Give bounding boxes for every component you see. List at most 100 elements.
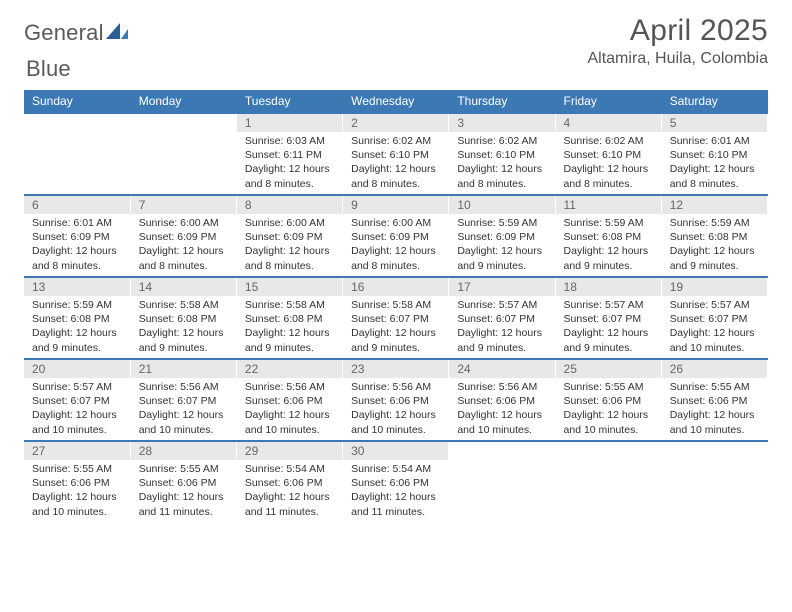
day-number: 21 (131, 360, 236, 378)
day-number (449, 442, 554, 460)
day-number: 14 (131, 278, 236, 296)
day-content-cell: Sunrise: 5:57 AMSunset: 6:07 PMDaylight:… (661, 296, 767, 359)
day-content: Sunrise: 5:59 AMSunset: 6:08 PMDaylight:… (24, 296, 130, 358)
day-content: Sunrise: 6:00 AMSunset: 6:09 PMDaylight:… (343, 214, 448, 276)
sunrise-text: Sunrise: 5:55 AM (670, 380, 759, 394)
day-number-cell: 2 (343, 113, 449, 132)
sunrise-text: Sunrise: 5:59 AM (670, 216, 759, 230)
sunrise-text: Sunrise: 5:56 AM (351, 380, 440, 394)
day-content-cell: Sunrise: 5:59 AMSunset: 6:08 PMDaylight:… (661, 214, 767, 277)
day-content: Sunrise: 6:02 AMSunset: 6:10 PMDaylight:… (449, 132, 554, 194)
sunrise-text: Sunrise: 5:58 AM (351, 298, 440, 312)
day-number: 24 (449, 360, 554, 378)
sunset-text: Sunset: 6:06 PM (564, 394, 653, 408)
sunset-text: Sunset: 6:10 PM (351, 148, 440, 162)
day-number: 5 (662, 114, 767, 132)
day-content: Sunrise: 6:01 AMSunset: 6:09 PMDaylight:… (24, 214, 130, 276)
day-header: Saturday (661, 90, 767, 113)
sunset-text: Sunset: 6:08 PM (245, 312, 334, 326)
daylight-text: Daylight: 12 hours and 9 minutes. (564, 326, 653, 354)
daylight-text: Daylight: 12 hours and 9 minutes. (351, 326, 440, 354)
sunset-text: Sunset: 6:06 PM (245, 394, 334, 408)
day-content: Sunrise: 5:56 AMSunset: 6:06 PMDaylight:… (449, 378, 554, 440)
day-number-cell: 20 (24, 359, 130, 378)
sunset-text: Sunset: 6:09 PM (245, 230, 334, 244)
day-content-cell: Sunrise: 5:56 AMSunset: 6:06 PMDaylight:… (236, 378, 342, 441)
day-number: 7 (131, 196, 236, 214)
day-number: 10 (449, 196, 554, 214)
sunset-text: Sunset: 6:06 PM (245, 476, 334, 490)
sunset-text: Sunset: 6:07 PM (32, 394, 122, 408)
daylight-text: Daylight: 12 hours and 8 minutes. (32, 244, 122, 272)
day-number (131, 114, 236, 132)
day-number-cell: 19 (661, 277, 767, 296)
day-content-cell: Sunrise: 5:56 AMSunset: 6:07 PMDaylight:… (130, 378, 236, 441)
day-content: Sunrise: 5:58 AMSunset: 6:08 PMDaylight:… (131, 296, 236, 358)
day-content-cell: Sunrise: 5:56 AMSunset: 6:06 PMDaylight:… (449, 378, 555, 441)
daylight-text: Daylight: 12 hours and 9 minutes. (670, 244, 759, 272)
day-content-cell: Sunrise: 6:00 AMSunset: 6:09 PMDaylight:… (130, 214, 236, 277)
day-content: Sunrise: 5:59 AMSunset: 6:09 PMDaylight:… (449, 214, 554, 276)
day-number-cell (661, 441, 767, 460)
sunset-text: Sunset: 6:09 PM (351, 230, 440, 244)
day-number: 11 (556, 196, 661, 214)
day-number: 8 (237, 196, 342, 214)
sunrise-text: Sunrise: 5:59 AM (32, 298, 122, 312)
day-number-cell: 9 (343, 195, 449, 214)
day-number-cell: 23 (343, 359, 449, 378)
daylight-text: Daylight: 12 hours and 9 minutes. (32, 326, 122, 354)
title-block: April 2025 Altamira, Huila, Colombia (587, 14, 768, 68)
day-content: Sunrise: 6:00 AMSunset: 6:09 PMDaylight:… (131, 214, 236, 276)
day-number: 3 (449, 114, 554, 132)
sunrise-text: Sunrise: 5:54 AM (351, 462, 440, 476)
daylight-text: Daylight: 12 hours and 10 minutes. (32, 490, 122, 518)
day-header: Tuesday (236, 90, 342, 113)
daylight-text: Daylight: 12 hours and 10 minutes. (457, 408, 546, 436)
sunset-text: Sunset: 6:07 PM (139, 394, 228, 408)
day-content-cell: Sunrise: 5:58 AMSunset: 6:07 PMDaylight:… (343, 296, 449, 359)
calendar-week-numbers: 27282930 (24, 441, 768, 460)
day-content: Sunrise: 5:55 AMSunset: 6:06 PMDaylight:… (662, 378, 767, 440)
daylight-text: Daylight: 12 hours and 10 minutes. (139, 408, 228, 436)
sunset-text: Sunset: 6:09 PM (139, 230, 228, 244)
brand-logo: General (24, 20, 129, 46)
day-content (662, 460, 767, 522)
daylight-text: Daylight: 12 hours and 10 minutes. (351, 408, 440, 436)
day-number: 27 (24, 442, 130, 460)
day-number: 25 (556, 360, 661, 378)
sunset-text: Sunset: 6:06 PM (32, 476, 122, 490)
sunset-text: Sunset: 6:07 PM (457, 312, 546, 326)
day-content (449, 460, 554, 522)
day-number-cell: 11 (555, 195, 661, 214)
day-header: Wednesday (343, 90, 449, 113)
day-content: Sunrise: 5:57 AMSunset: 6:07 PMDaylight:… (662, 296, 767, 358)
day-content: Sunrise: 5:58 AMSunset: 6:07 PMDaylight:… (343, 296, 448, 358)
sunset-text: Sunset: 6:09 PM (457, 230, 546, 244)
daylight-text: Daylight: 12 hours and 8 minutes. (351, 162, 440, 190)
day-content: Sunrise: 5:55 AMSunset: 6:06 PMDaylight:… (24, 460, 130, 522)
sunrise-text: Sunrise: 5:58 AM (139, 298, 228, 312)
day-content: Sunrise: 5:58 AMSunset: 6:08 PMDaylight:… (237, 296, 342, 358)
day-number-cell (24, 113, 130, 132)
day-content-cell: Sunrise: 5:59 AMSunset: 6:09 PMDaylight:… (449, 214, 555, 277)
day-content-cell: Sunrise: 5:54 AMSunset: 6:06 PMDaylight:… (236, 460, 342, 522)
sunrise-text: Sunrise: 5:56 AM (139, 380, 228, 394)
sunset-text: Sunset: 6:06 PM (457, 394, 546, 408)
day-number-cell: 12 (661, 195, 767, 214)
day-number-cell: 14 (130, 277, 236, 296)
day-number: 26 (662, 360, 767, 378)
sunset-text: Sunset: 6:08 PM (139, 312, 228, 326)
day-number-cell: 1 (236, 113, 342, 132)
day-number-cell: 16 (343, 277, 449, 296)
day-content: Sunrise: 5:59 AMSunset: 6:08 PMDaylight:… (662, 214, 767, 276)
sunset-text: Sunset: 6:11 PM (245, 148, 334, 162)
day-number: 18 (556, 278, 661, 296)
day-number (556, 442, 661, 460)
day-content-cell: Sunrise: 5:58 AMSunset: 6:08 PMDaylight:… (130, 296, 236, 359)
day-number-cell: 15 (236, 277, 342, 296)
daylight-text: Daylight: 12 hours and 8 minutes. (564, 162, 653, 190)
day-content-cell: Sunrise: 5:56 AMSunset: 6:06 PMDaylight:… (343, 378, 449, 441)
sunset-text: Sunset: 6:09 PM (32, 230, 122, 244)
day-content: Sunrise: 6:02 AMSunset: 6:10 PMDaylight:… (343, 132, 448, 194)
sunset-text: Sunset: 6:08 PM (32, 312, 122, 326)
